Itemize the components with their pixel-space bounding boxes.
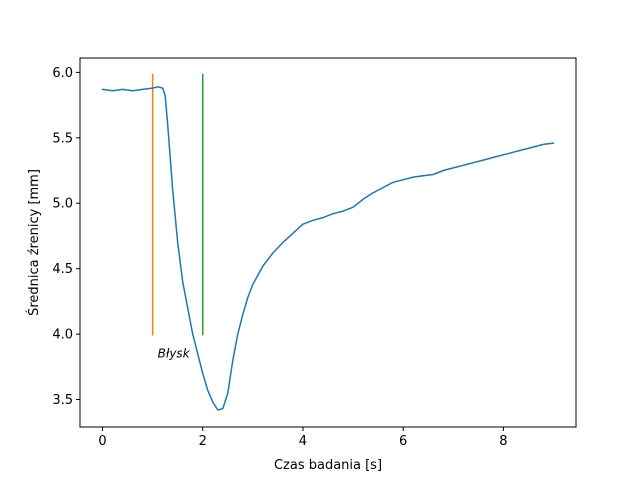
- x-tick-label: 4: [299, 434, 307, 449]
- marks-layer: Błysk: [101, 73, 555, 411]
- plot-frame: [79, 57, 577, 428]
- y-tick-label: 4.0: [52, 328, 73, 343]
- y-tick-label: 6.0: [52, 66, 73, 81]
- y-tick-label: 4.5: [52, 262, 73, 277]
- series-line: [101, 86, 555, 411]
- y-tick-label: 3.5: [52, 393, 73, 408]
- x-tick-label: 8: [499, 434, 507, 449]
- x-tick-label: 2: [199, 434, 207, 449]
- x-tick-label: 0: [98, 434, 106, 449]
- y-axis-label: Średnica źrenicy [mm]: [26, 169, 42, 316]
- x-axis-label: Czas badania [s]: [274, 458, 382, 473]
- ticks-layer: 0 2 4 6 8 3.5 4.0 4.5 5.0 5.5 6.0: [52, 66, 507, 449]
- x-tick-label: 6: [399, 434, 407, 449]
- y-tick-label: 5.0: [52, 197, 73, 212]
- annotation-text: Błysk: [158, 347, 191, 361]
- y-tick-label: 5.5: [52, 131, 73, 146]
- plot-area: [80, 58, 576, 427]
